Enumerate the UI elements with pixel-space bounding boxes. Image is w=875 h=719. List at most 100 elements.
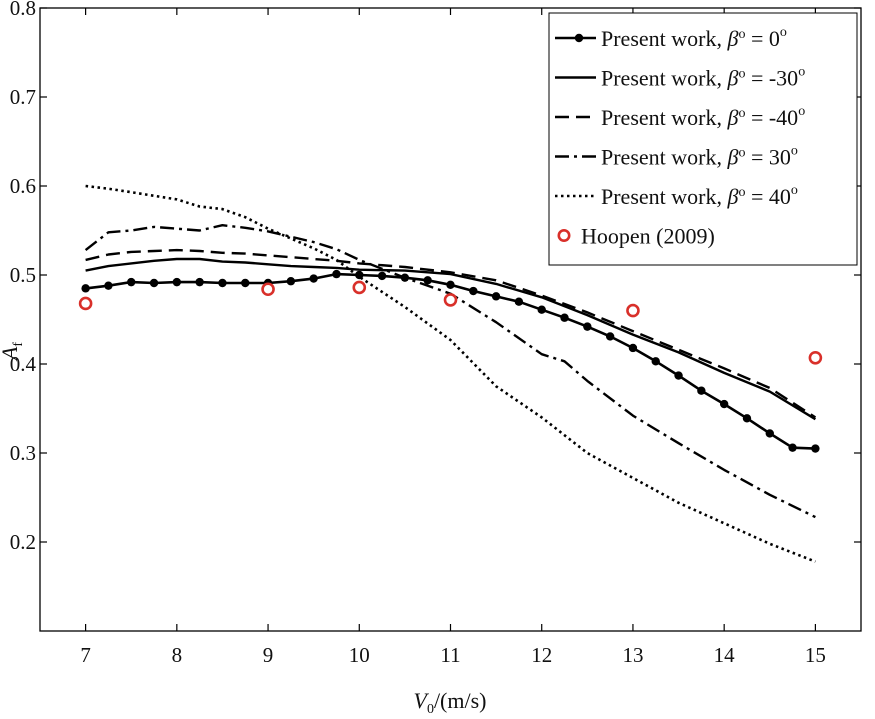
legend-item: Present work, βo = -40o (555, 104, 805, 130)
legend-label-beta: β (726, 184, 738, 209)
data-point (446, 280, 455, 289)
data-point (172, 277, 182, 287)
legend-label: Present work, βo = 0o (601, 25, 787, 51)
series-layer (78, 184, 823, 563)
legend-label-unit: o (798, 65, 805, 80)
legend-label-value: = 40 (745, 184, 790, 209)
data-point (605, 332, 615, 341)
y-tick-label: 0.7 (10, 85, 36, 109)
data-point (811, 444, 820, 453)
y-tick-label: 0.6 (10, 174, 36, 198)
legend-label-degree: o (738, 67, 745, 82)
y-tick-label: 0.2 (10, 530, 36, 554)
x-tick-label: 10 (349, 643, 370, 667)
data-point (104, 281, 113, 290)
y-tick-label: 0.5 (10, 263, 36, 287)
legend-label-unit: o (780, 25, 787, 40)
y-axis-label-sub: f (11, 342, 26, 347)
data-point (332, 269, 341, 279)
data-point (537, 305, 546, 314)
data-point (286, 277, 296, 286)
series-line (85, 184, 816, 563)
data-point (628, 343, 638, 353)
legend-label-unit: o (791, 144, 798, 159)
series-0 (81, 269, 820, 453)
data-point (788, 443, 797, 452)
legend-label-prefix: Present work, (601, 184, 727, 209)
legend-item: Present work, βo = 30o (555, 144, 798, 170)
legend-label: Present work, βo = 40o (601, 183, 798, 209)
series-3 (84, 224, 816, 519)
legend-label-prefix: Hoopen (2009) (581, 224, 715, 249)
x-tick-label: 15 (805, 643, 826, 667)
data-point (651, 357, 660, 366)
data-point (514, 297, 524, 306)
x-tick-label: 7 (80, 643, 91, 667)
data-point (81, 284, 90, 293)
data-point (626, 303, 640, 318)
legend-label-degree: o (738, 146, 745, 161)
series-1 (85, 257, 817, 421)
legend-label-degree: o (738, 106, 745, 121)
x-axis-label: V0/(m/s) (413, 688, 486, 717)
data-point (469, 286, 478, 296)
legend-label-value: = 30 (745, 145, 790, 170)
legend-label-value: = 0 (745, 26, 779, 51)
data-point (443, 293, 458, 307)
x-axis: 7 8 9 10 11 12 13 14 15 (80, 8, 826, 667)
data-point (674, 371, 683, 380)
x-axis-label-suffix: /(m/s) (434, 688, 487, 713)
data-point (742, 414, 752, 423)
x-tick-label: 14 (714, 643, 736, 667)
legend-box (548, 12, 858, 266)
data-point (808, 350, 823, 365)
data-point (765, 429, 774, 438)
x-tick-label: 11 (440, 643, 460, 667)
y-tick-label: 0.4 (10, 352, 37, 376)
data-point (560, 313, 569, 322)
x-tick-label: 13 (622, 643, 643, 667)
legend-item: Present work, βo = 40o (555, 183, 798, 209)
legend-label-prefix: Present work, (601, 66, 727, 91)
series-line (85, 257, 817, 421)
legend-label-degree: o (738, 27, 745, 42)
legend-marker (574, 33, 584, 43)
data-point (697, 386, 706, 395)
series-5 (78, 280, 823, 365)
series-line (84, 224, 816, 519)
data-point (352, 280, 367, 295)
y-axis-label: Af (0, 342, 26, 362)
data-point (719, 399, 729, 409)
y-tick-label: 0.8 (10, 0, 36, 20)
data-point (423, 276, 432, 285)
legend-item: Present work, βo = 0o (555, 25, 787, 51)
legend-label-beta: β (726, 105, 738, 130)
legend-label-prefix: Present work, (601, 26, 727, 51)
y-axis: 0.2 0.3 0.4 0.5 0.6 0.7 0.8 (10, 0, 861, 554)
legend-marker (557, 229, 571, 243)
legend-label-beta: β (726, 145, 738, 170)
x-tick-label: 9 (263, 643, 274, 667)
legend-item: Hoopen (2009) (557, 224, 715, 249)
data-point (491, 292, 501, 301)
legend-item: Present work, βo = -30o (555, 65, 805, 91)
x-tick-label: 12 (531, 643, 552, 667)
legend-label: Present work, βo = 30o (601, 144, 798, 170)
legend-label-prefix: Present work, (601, 105, 727, 130)
x-axis-label-base: V (413, 688, 429, 713)
data-point (261, 282, 275, 297)
series-4 (85, 184, 816, 563)
legend-label: Present work, βo = -30o (601, 65, 805, 91)
legend-label-beta: β (726, 66, 738, 91)
legend-label-beta: β (726, 26, 738, 51)
legend-label-value: = -40 (745, 105, 798, 130)
y-axis-label-base: A (0, 346, 22, 362)
legend-label-prefix: Present work, (601, 145, 727, 170)
data-point (149, 278, 159, 288)
data-point (241, 278, 250, 288)
data-point (127, 277, 136, 287)
data-point (309, 274, 318, 283)
legend-label-unit: o (791, 183, 798, 198)
